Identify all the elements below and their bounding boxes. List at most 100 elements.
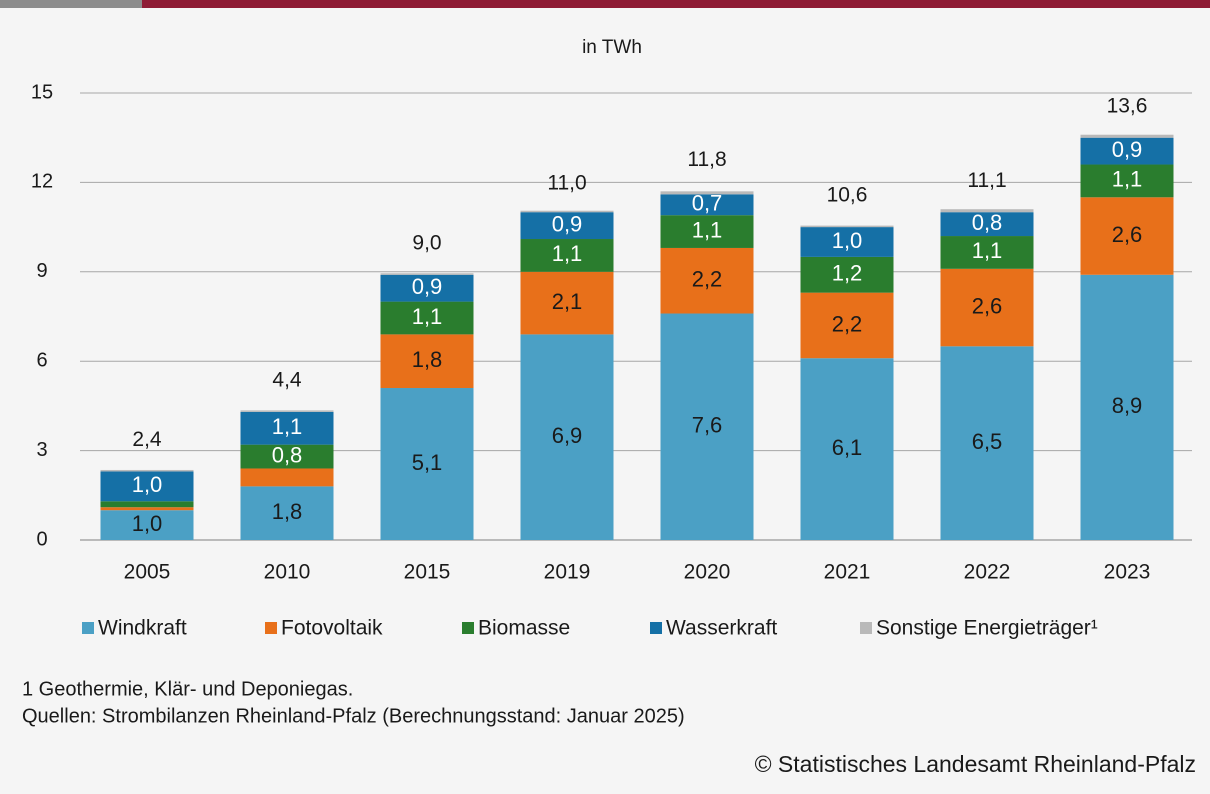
data-label: 0,9 [552, 211, 583, 236]
bar-segment [660, 191, 754, 195]
bar-segment [380, 388, 474, 540]
bar-segment [800, 292, 894, 359]
footnote: 1 Geothermie, Klär- und Deponiegas. [22, 678, 353, 700]
legend-label: Windkraft [98, 617, 187, 640]
bar-segment [1080, 134, 1174, 138]
x-tick-label: 2015 [404, 561, 451, 584]
data-label: 1,0 [132, 511, 163, 536]
bar-segment [100, 471, 194, 502]
total-label: 10,6 [827, 184, 868, 207]
legend-label: Biomasse [478, 617, 570, 640]
data-label: 2,6 [1112, 222, 1143, 247]
bar-segment [660, 313, 754, 540]
data-label: 5,1 [412, 450, 443, 475]
top-bar-red [142, 0, 1210, 8]
bar-segment [1080, 274, 1174, 540]
data-label: 2,1 [552, 289, 583, 314]
legend-label: Sonstige Energieträger¹ [876, 617, 1098, 640]
bar-segment [1080, 197, 1174, 275]
y-tick-label: 0 [36, 528, 47, 550]
bar-segment [100, 507, 194, 511]
copyright: © Statistisches Landesamt Rheinland-Pfal… [755, 751, 1196, 777]
data-label: 1,1 [972, 238, 1003, 263]
total-label: 11,0 [547, 172, 586, 195]
y-axis-unit: in TWh [582, 37, 642, 58]
bar-segment [240, 468, 334, 487]
data-label: 0,9 [1112, 137, 1143, 162]
bar-segment [800, 227, 894, 257]
bar-segment [100, 501, 194, 508]
bar-segment [660, 215, 754, 248]
bar-segment [1080, 164, 1174, 198]
bar-segment [520, 271, 614, 335]
data-label: 1,2 [832, 261, 863, 286]
data-label: 2,2 [832, 311, 863, 336]
x-tick-label: 2005 [124, 561, 171, 584]
bar-segment [1080, 137, 1174, 165]
bar-segment [520, 212, 614, 240]
data-label: 8,9 [1112, 393, 1143, 418]
bar-segment [240, 410, 334, 412]
total-label: 13,6 [1107, 94, 1148, 117]
bar-segment [940, 346, 1034, 540]
data-label: 1,0 [832, 228, 863, 253]
bar-segment [940, 212, 1034, 237]
data-label: 1,1 [1112, 167, 1143, 192]
bar-segment [660, 194, 754, 216]
legend-label: Wasserkraft [666, 617, 777, 640]
legend-swatch [462, 622, 474, 634]
bar-segment [240, 411, 334, 445]
data-label: 2,2 [692, 267, 723, 292]
bar-segment [100, 469, 194, 472]
top-bar-gray [0, 0, 142, 8]
bar-segment [100, 510, 194, 540]
total-label: 4,4 [272, 368, 302, 391]
data-label: 1,8 [412, 347, 443, 372]
bar-segment [940, 236, 1034, 269]
data-label: 6,1 [832, 435, 863, 460]
source: Quellen: Strombilanzen Rheinland-Pfalz (… [22, 705, 685, 727]
y-tick-label: 3 [36, 439, 47, 461]
data-label: 6,9 [552, 423, 583, 448]
legend-swatch [265, 622, 277, 634]
data-label: 0,8 [272, 442, 303, 467]
total-label: 11,8 [687, 148, 726, 171]
bar-segment [800, 358, 894, 540]
data-label: 6,5 [972, 429, 1003, 454]
y-tick-label: 12 [31, 171, 53, 193]
bar-segment [520, 239, 614, 272]
x-tick-label: 2021 [824, 561, 871, 584]
data-label: 1,1 [412, 304, 443, 329]
x-tick-label: 2010 [264, 561, 311, 584]
data-label: 1,1 [692, 217, 723, 242]
bar-segment [380, 301, 474, 335]
legend-label: Fotovoltaik [281, 617, 383, 640]
bar-segment [800, 256, 894, 293]
y-tick-label: 6 [36, 349, 47, 371]
legend-swatch [650, 622, 662, 634]
data-label: 1,0 [132, 472, 163, 497]
y-tick-label: 15 [31, 81, 53, 103]
bar-segment [520, 334, 614, 540]
x-tick-label: 2019 [544, 561, 591, 584]
total-label: 9,0 [412, 231, 441, 254]
bar-segment [240, 486, 334, 540]
data-label: 1,1 [552, 241, 583, 266]
y-tick-label: 9 [36, 260, 47, 282]
data-label: 0,8 [972, 210, 1003, 235]
bar-segment [800, 225, 894, 228]
x-tick-label: 2022 [964, 561, 1011, 584]
legend-swatch [82, 622, 94, 634]
total-label: 2,4 [132, 428, 162, 451]
x-tick-label: 2023 [1104, 561, 1151, 584]
bar-segment [940, 268, 1034, 347]
total-label: 11,1 [967, 169, 1006, 192]
data-label: 2,6 [972, 293, 1003, 318]
data-label: 1,1 [272, 414, 303, 439]
data-label: 0,7 [692, 191, 723, 216]
data-label: 0,9 [412, 274, 443, 299]
bar-segment [380, 274, 474, 302]
data-label: 1,8 [272, 499, 303, 524]
legend-swatch [860, 622, 872, 634]
